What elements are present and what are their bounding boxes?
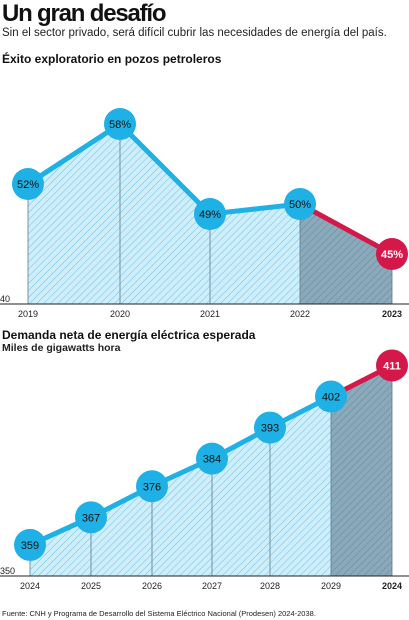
x-tick-label: 2024 <box>20 581 40 591</box>
x-tick-label: 2019 <box>18 309 38 319</box>
series-line <box>25 121 123 187</box>
y-baseline-label: 40 <box>0 294 10 304</box>
chart-1-title: Éxito exploratorio en pozos petroleros <box>2 52 222 66</box>
x-tick-label: 2025 <box>81 581 101 591</box>
x-tick-label: 2023 <box>382 309 402 319</box>
chart-2-electric-demand: 350 359 367 376 384 393 402 411 2024 2025 2026 2027… <box>0 349 409 591</box>
y-baseline-label: 350 <box>0 566 15 576</box>
data-point <box>315 380 347 413</box>
data-point <box>75 501 107 534</box>
data-point <box>14 528 46 561</box>
data-point-highlight <box>376 349 408 382</box>
area-fill-highlight <box>331 365 392 576</box>
x-tick-label: 2029 <box>321 581 341 591</box>
x-tick-label: 2022 <box>290 309 310 319</box>
x-tick-label: 2026 <box>142 581 162 591</box>
source-note: Fuente: CNH y Programa de Desarrollo del… <box>2 609 316 618</box>
chart-2-title: Demanda neta de energía eléctrica espera… <box>2 328 256 342</box>
x-tick-label: 2027 <box>202 581 222 591</box>
data-label: 393 <box>261 423 279 435</box>
data-label: 359 <box>21 540 39 552</box>
data-point <box>194 198 226 230</box>
chart-1-oil-exploration: 40 52% 58% 49% 50% 45% 2019 2020 2021 2022 2023 <box>0 108 409 319</box>
data-label: 52% <box>17 179 39 191</box>
data-label: 367 <box>82 512 100 524</box>
x-tick-label: 2028 <box>260 581 280 591</box>
data-point-highlight <box>376 238 408 270</box>
data-label: 50% <box>289 199 311 211</box>
data-point <box>104 108 136 140</box>
data-point <box>254 411 286 444</box>
data-point <box>196 442 228 475</box>
data-label: 384 <box>203 454 221 466</box>
x-tick-label: 2020 <box>110 309 130 319</box>
headline: Un gran desafío <box>2 0 167 27</box>
data-label: 402 <box>322 392 340 404</box>
subhead: Sin el sector privado, será difícil cubr… <box>2 27 387 39</box>
x-tick-label: 2021 <box>200 309 220 319</box>
area-fill <box>30 396 331 576</box>
data-label: 411 <box>383 360 401 372</box>
area-fill <box>28 124 300 304</box>
data-label: 58% <box>109 119 131 131</box>
data-label: 45% <box>381 249 403 261</box>
x-tick-label: 2024 <box>382 581 402 591</box>
data-point <box>12 168 44 200</box>
data-point <box>284 188 316 220</box>
data-label: 376 <box>143 481 161 493</box>
chart-2-subtitle: Miles de gigawatts hora <box>2 342 121 354</box>
data-point <box>136 470 168 503</box>
series-line-highlight <box>297 201 395 257</box>
area-fill-highlight <box>300 204 392 304</box>
series-line <box>117 121 213 217</box>
data-label: 49% <box>199 209 221 221</box>
